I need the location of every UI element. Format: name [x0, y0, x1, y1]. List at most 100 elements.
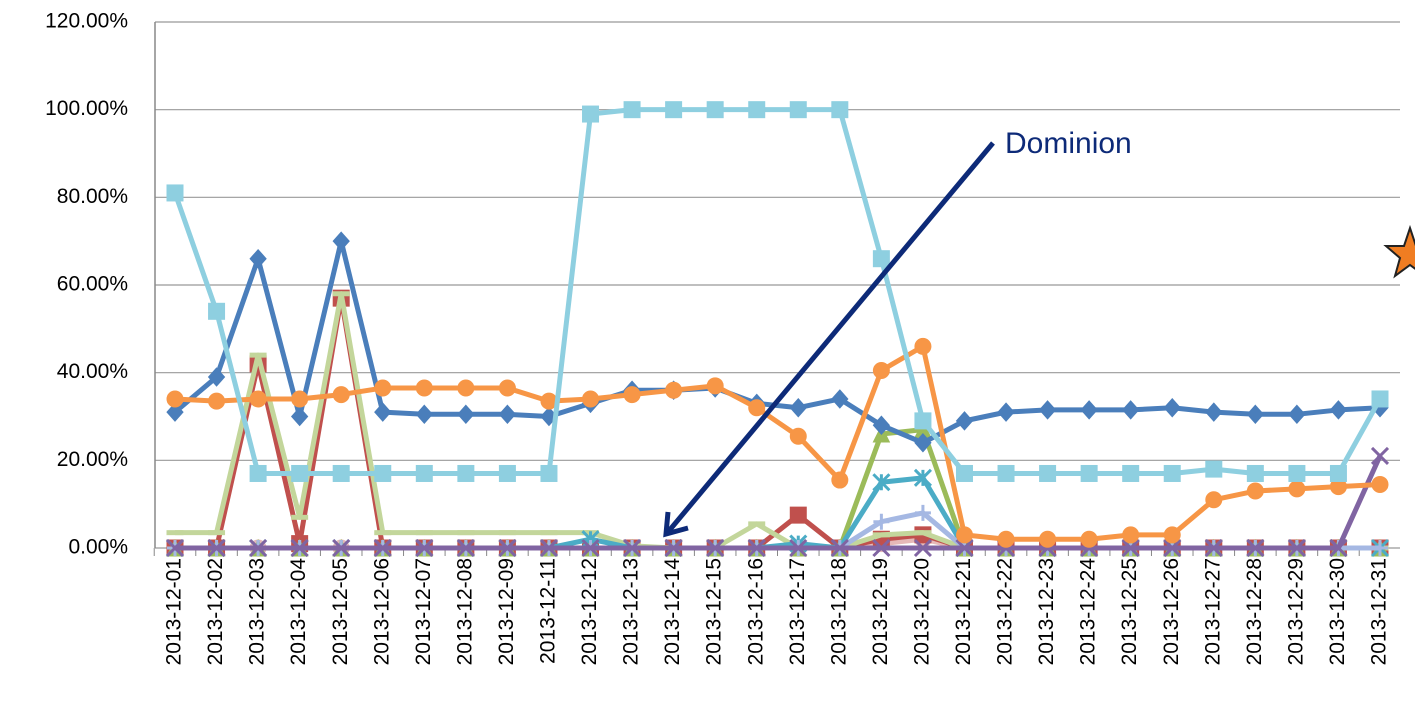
- x-tick-label: 2013-12-15: [703, 558, 726, 665]
- marker: [914, 530, 932, 536]
- marker: [1163, 538, 1182, 558]
- marker: [290, 538, 309, 558]
- x-tick-label: 2013-12-22: [994, 558, 1017, 665]
- star-icon: [1383, 224, 1415, 279]
- marker: [415, 404, 433, 425]
- marker: [913, 538, 932, 558]
- marker: [415, 464, 433, 482]
- x-tick-label: 2013-12-16: [744, 558, 767, 665]
- marker: [873, 513, 890, 530]
- x-tick-label: 2013-12-19: [869, 558, 892, 665]
- marker: [498, 530, 516, 536]
- marker: [706, 538, 725, 558]
- y-tick-label: 120.00%: [45, 10, 128, 33]
- marker: [623, 386, 641, 404]
- marker: [457, 404, 475, 425]
- marker: [373, 538, 392, 558]
- x-tick-label: 2013-12-12: [578, 558, 601, 665]
- marker: [249, 390, 267, 408]
- marker: [540, 530, 558, 536]
- marker: [955, 464, 973, 482]
- marker: [208, 392, 226, 410]
- x-tick-label: 2013-12-06: [370, 558, 393, 665]
- marker: [748, 521, 766, 527]
- y-tick-label: 40.00%: [57, 360, 128, 383]
- marker: [1121, 538, 1140, 558]
- marker: [332, 538, 351, 558]
- x-tick-label: 2013-12-03: [246, 558, 269, 665]
- marker: [623, 101, 641, 119]
- marker: [1370, 446, 1390, 466]
- marker: [665, 381, 683, 399]
- marker: [748, 101, 766, 119]
- marker: [913, 468, 932, 487]
- arrow-head: [663, 511, 689, 538]
- marker: [706, 377, 724, 395]
- x-tick-label: 2013-12-07: [412, 558, 435, 665]
- marker: [249, 248, 267, 269]
- marker: [706, 101, 724, 119]
- marker: [581, 538, 600, 558]
- marker: [1122, 400, 1140, 420]
- marker: [1122, 526, 1140, 544]
- marker: [872, 361, 890, 379]
- marker: [789, 397, 807, 418]
- marker: [955, 411, 974, 431]
- marker: [831, 389, 849, 409]
- x-tick-label: 2013-12-30: [1326, 558, 1349, 665]
- marker: [498, 464, 516, 482]
- marker: [1329, 464, 1347, 482]
- marker: [914, 433, 932, 453]
- x-tick-label: 2013-12-11: [537, 558, 560, 664]
- marker: [955, 538, 974, 558]
- marker: [165, 538, 185, 558]
- marker: [747, 538, 766, 558]
- marker: [1372, 540, 1388, 556]
- marker: [457, 530, 475, 536]
- marker: [207, 538, 226, 558]
- series-line: [173, 238, 1381, 446]
- marker: [1371, 475, 1389, 493]
- x-tick-label: 2013-12-01: [163, 558, 186, 665]
- marker: [914, 412, 932, 430]
- marker: [1287, 538, 1306, 558]
- marker: [664, 538, 683, 558]
- marker: [748, 399, 766, 417]
- marker: [872, 532, 890, 538]
- marker: [498, 379, 516, 397]
- marker: [415, 538, 434, 558]
- marker: [789, 427, 807, 445]
- x-tick-label: 2013-12-23: [1035, 558, 1058, 665]
- plot: [165, 101, 1390, 558]
- marker: [665, 101, 683, 119]
- marker: [1288, 480, 1306, 498]
- x-tick-label: 2013-12-29: [1284, 558, 1307, 665]
- marker: [457, 379, 475, 397]
- marker: [166, 184, 184, 202]
- marker: [1329, 400, 1348, 420]
- marker: [166, 390, 184, 408]
- marker: [1038, 400, 1057, 420]
- marker: [789, 506, 807, 524]
- x-tick-label: 2013-12-28: [1243, 558, 1266, 665]
- marker: [789, 538, 808, 558]
- marker: [997, 464, 1015, 482]
- x-tick-label: 2013-12-21: [952, 558, 975, 665]
- marker: [498, 404, 517, 425]
- marker: [291, 464, 309, 482]
- marker: [290, 406, 309, 427]
- x-tick-label: 2013-12-24: [1077, 558, 1100, 666]
- marker: [166, 402, 184, 422]
- y-tick-label: 0.00%: [68, 536, 128, 559]
- series-line: [175, 454, 1383, 551]
- y-tick-label: 60.00%: [57, 273, 128, 296]
- marker: [1288, 404, 1306, 425]
- y-tick-label: 20.00%: [57, 448, 128, 471]
- marker: [332, 464, 350, 482]
- x-tick-label: 2013-12-27: [1201, 558, 1224, 665]
- marker: [374, 402, 392, 422]
- marker: [872, 415, 891, 436]
- x-tick-label: 2013-12-04: [287, 558, 310, 666]
- y-tick-label: 100.00%: [45, 97, 128, 120]
- marker: [457, 464, 475, 482]
